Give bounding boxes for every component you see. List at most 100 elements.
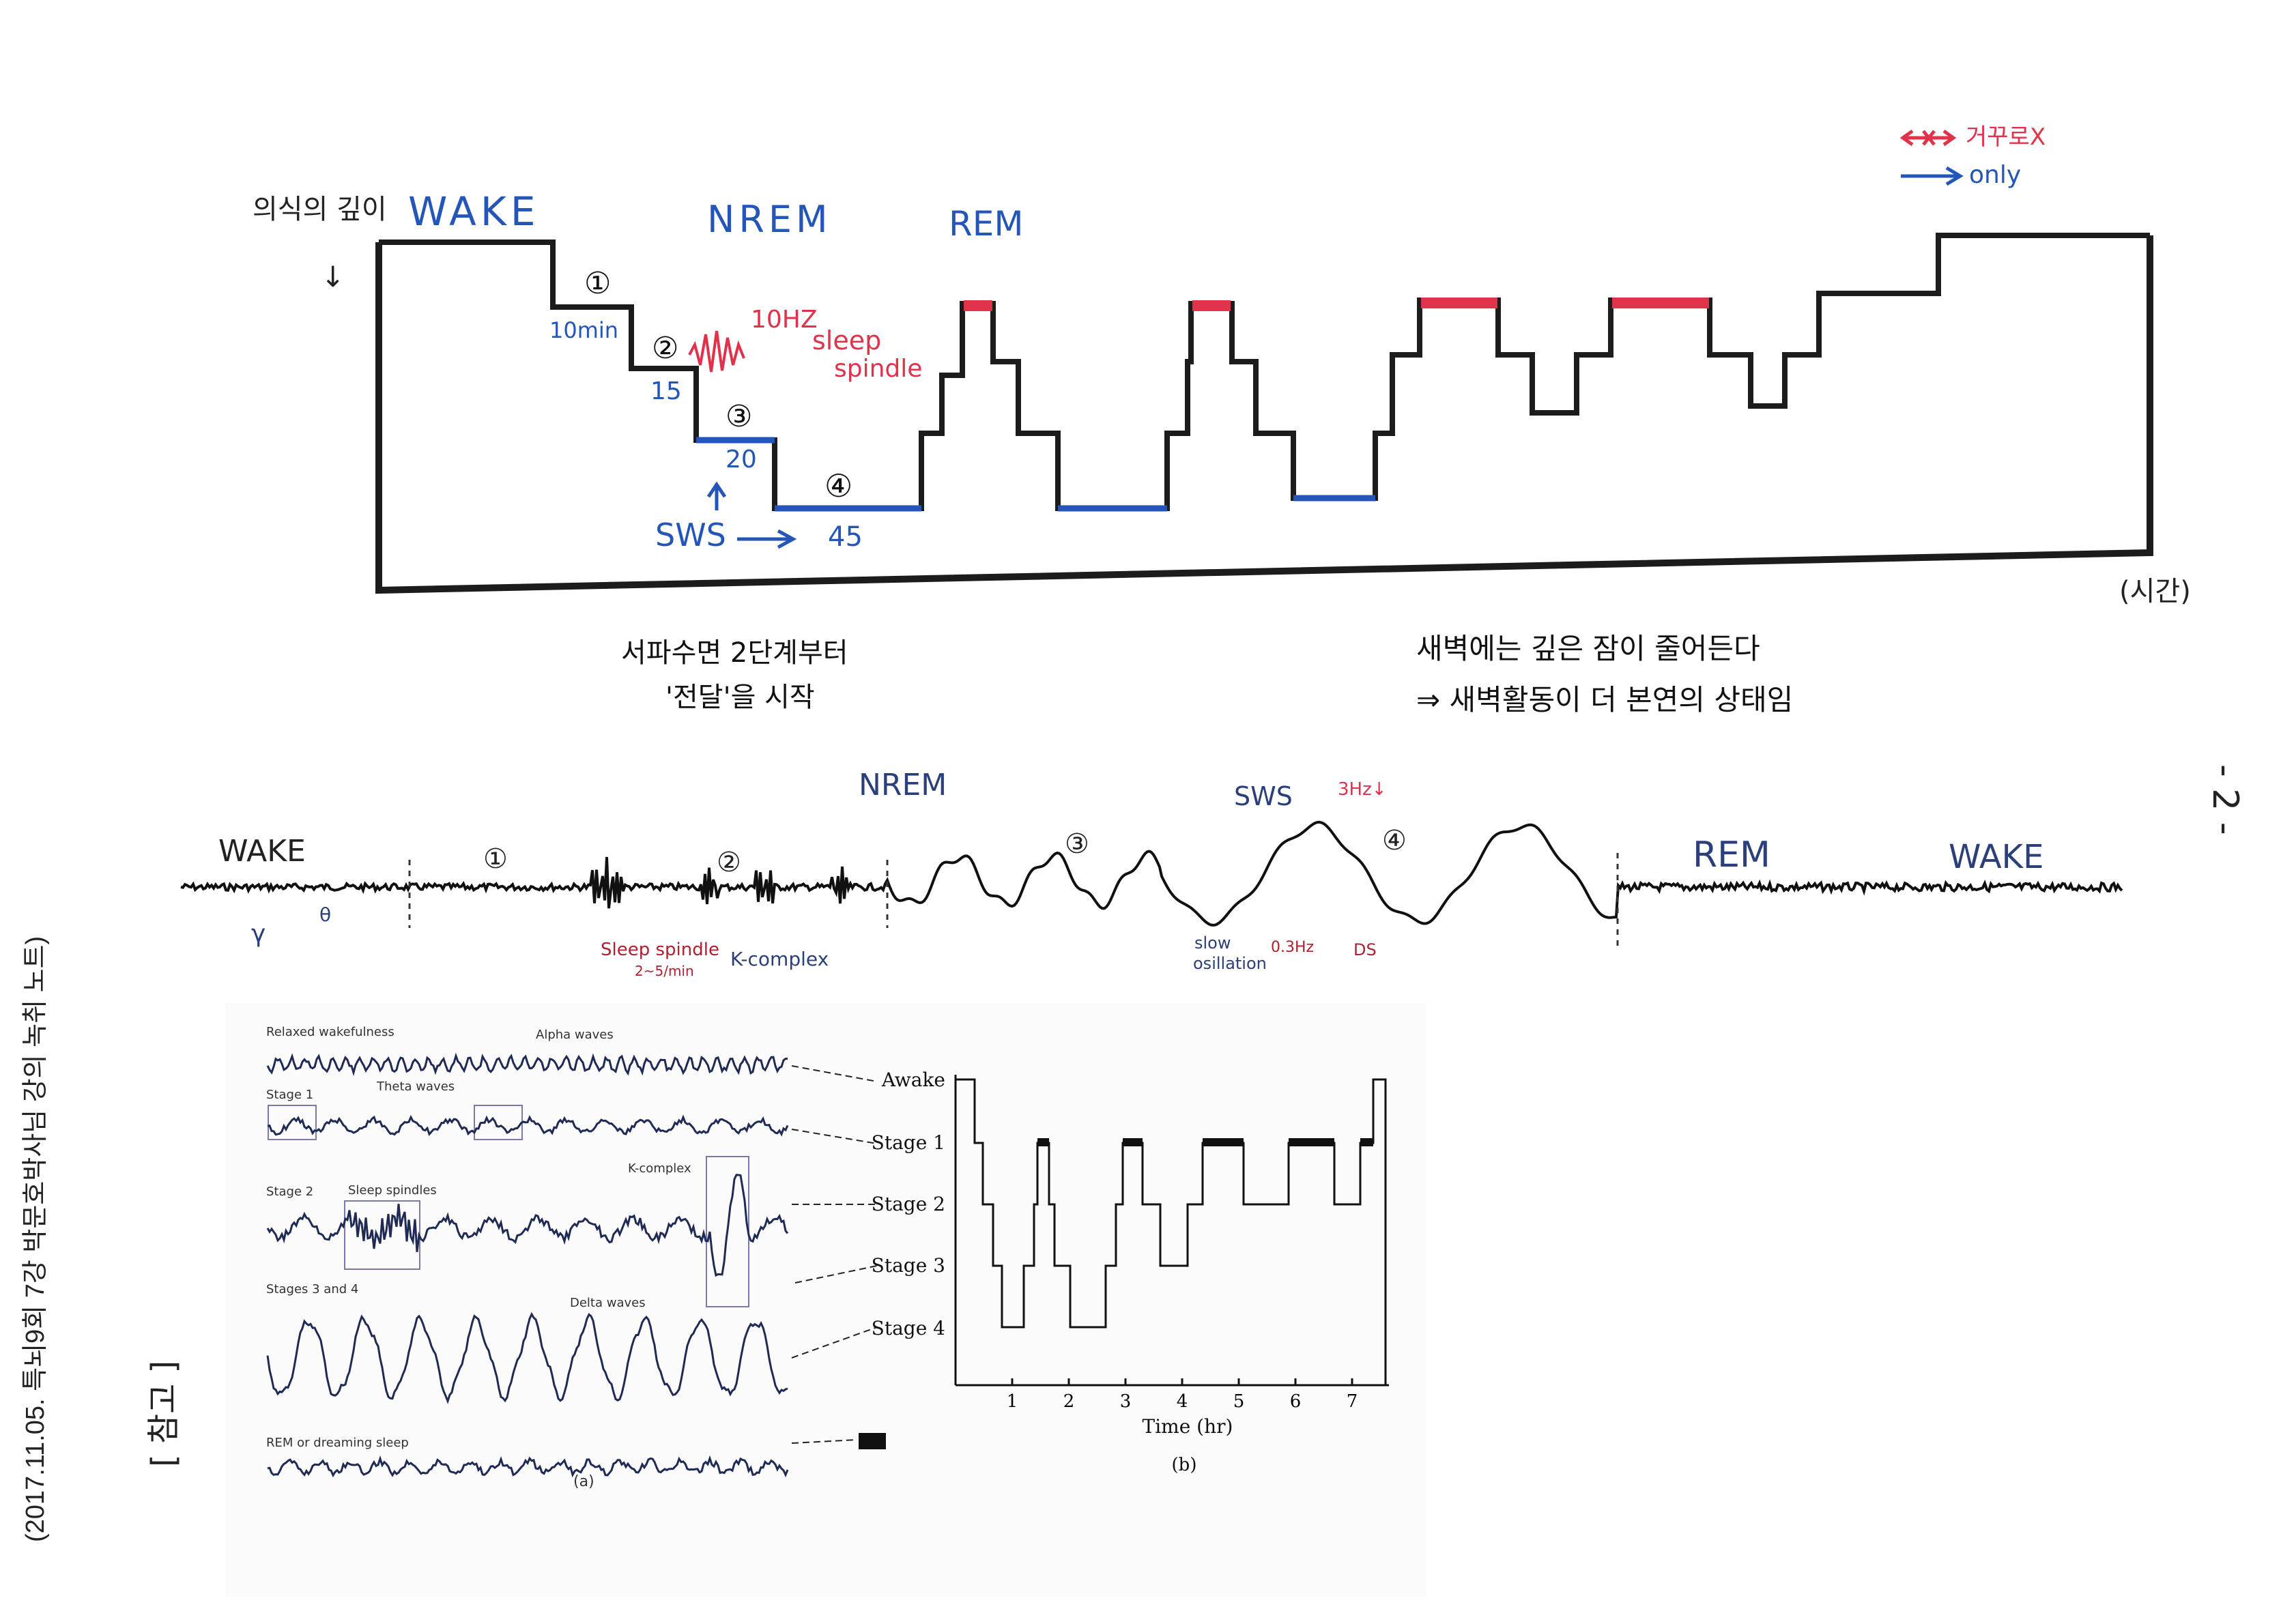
x-axis-label: (시간) <box>2119 576 2191 607</box>
eeg-mark-1: ① <box>483 843 508 875</box>
eeg-k-complex: K-complex <box>730 948 829 970</box>
rem-bar-1 <box>1037 1138 1049 1146</box>
eeg-label-nrem: NREM <box>859 768 947 802</box>
state-wake: WAKE <box>408 188 540 235</box>
connector-stage4 <box>791 1326 878 1359</box>
row-label-stage2: Stage 2 <box>266 1185 313 1199</box>
note-left-line1: 서파수면 2단계부터 <box>621 637 848 669</box>
stage-label-2: Stage 2 <box>872 1193 945 1215</box>
hypnogram-frame <box>375 235 2153 594</box>
stage-label-3: Stage 3 <box>872 1254 945 1277</box>
eeg-mark-3: ③ <box>1065 828 1089 860</box>
panel-a-caption: (a) <box>573 1473 594 1490</box>
eeg-sleep-spindle: Sleep spindle <box>601 940 719 960</box>
rem-bar-4 <box>1289 1138 1334 1146</box>
legend-arrow-icon <box>1901 166 1964 186</box>
eeg-label-rem: REM <box>1693 835 1770 875</box>
stage-label-awake: Awake <box>881 1069 945 1091</box>
connector-stage3 <box>794 1265 878 1284</box>
sws-label: SWS <box>655 517 726 553</box>
stage-mark-4: ④ <box>824 467 852 504</box>
legend-double-arrow-icon <box>1899 129 1957 147</box>
rem-bar-2 <box>1123 1138 1143 1146</box>
panel-b-trace <box>956 1078 1387 1385</box>
stage-label-1: Stage 1 <box>872 1131 945 1154</box>
sws-arrow-up-icon <box>706 481 727 510</box>
rem-block-1 <box>964 300 992 311</box>
spindle-label-1: sleep <box>812 325 881 356</box>
connector-rem <box>791 1439 857 1444</box>
legend-only-text: only <box>1969 161 2021 189</box>
eeg-label-wake-right: WAKE <box>1949 838 2043 876</box>
spindle-squiggle <box>688 330 745 373</box>
textbook-figure-background <box>225 1003 1426 1597</box>
wave-label-alpha: Alpha waves <box>536 1028 614 1042</box>
panel-b-x-ticks: 1 2 3 4 5 6 7 <box>1007 1378 1358 1412</box>
wave-stage2 <box>266 1174 789 1277</box>
rem-block-4 <box>1612 298 1709 308</box>
eeg-theta: θ <box>319 903 331 926</box>
duration-15: 15 <box>650 377 682 405</box>
eeg-mark-4: ④ <box>1382 825 1407 856</box>
eeg-sketch: NREM SWS 3Hz↓ WAKE ① ② ③ ④ REM WAKE γ θ … <box>180 768 2123 979</box>
state-nrem: NREM <box>707 198 832 241</box>
stage-mark-2: ② <box>652 331 678 366</box>
hypnogram-sketch: 의식의 깊이 ↓ WAKE NREM REM ① 10min ② 15 ③ 20… <box>253 124 2191 716</box>
row-label-stage1: Stage 1 <box>266 1088 313 1102</box>
rem-bar-3 <box>1203 1138 1244 1146</box>
eeg-spindle-rate: 2~5/min <box>635 963 694 979</box>
note-left-line2: '전달'을 시작 <box>665 682 815 713</box>
rem-block-2 <box>1192 300 1231 311</box>
note-right-line1: 새벽에는 깊은 잠이 줄어든다 <box>1416 632 1760 665</box>
rem-legend-swatch <box>859 1433 886 1449</box>
eeg-oscillation-label: osillation <box>1193 954 1267 973</box>
hypnogram-trace <box>379 233 2150 511</box>
stage-label-4: Stage 4 <box>872 1317 945 1339</box>
x-tick-label: 6 <box>1290 1391 1302 1412</box>
eeg-ds: DS <box>1353 940 1377 959</box>
wave-delta <box>266 1311 788 1404</box>
duration-10min: 10min <box>549 317 618 343</box>
page-number: - 2 - <box>2205 764 2245 835</box>
duration-20: 20 <box>726 446 757 474</box>
eeg-freq: 0.3Hz <box>1271 939 1314 956</box>
stage-mark-1: ① <box>584 266 611 301</box>
wave-label-delta: Delta waves <box>570 1296 646 1310</box>
eeg-label-sws: SWS <box>1234 781 1293 811</box>
eeg-gamma: γ <box>251 920 266 948</box>
y-axis-arrow-icon: ↓ <box>321 260 345 293</box>
panel-b-xlabel: Time (hr) <box>1143 1415 1233 1438</box>
row-label-rem: REM or dreaming sleep <box>266 1436 409 1450</box>
row-label-relaxed: Relaxed wakefulness <box>266 1025 394 1039</box>
wave-label-spindles: Sleep spindles <box>348 1183 437 1198</box>
textbook-figure: Relaxed wakefulness Alpha waves Stage 1 … <box>266 1025 1389 1490</box>
connector-awake <box>791 1065 878 1082</box>
wave-label-kcomplex: K-complex <box>628 1161 691 1176</box>
wave-rem <box>267 1455 789 1478</box>
eeg-hz-note: 3Hz↓ <box>1338 779 1387 800</box>
eeg-trace <box>180 820 2123 927</box>
x-tick-label: 5 <box>1233 1391 1245 1412</box>
eeg-slow-label: slow <box>1194 933 1231 953</box>
rem-block-3 <box>1421 298 1497 308</box>
wave-label-theta: Theta waves <box>376 1079 455 1094</box>
wave-alpha <box>266 1052 788 1077</box>
x-tick-label: 3 <box>1120 1391 1132 1412</box>
panel-b-caption: (b) <box>1172 1455 1197 1475</box>
sws-arrow-right-icon <box>737 529 797 549</box>
spindle-label-2: spindle <box>834 355 922 383</box>
x-tick-label: 1 <box>1007 1391 1018 1412</box>
x-tick-label: 2 <box>1063 1391 1075 1412</box>
rem-bar-5 <box>1360 1138 1373 1146</box>
x-tick-label: 4 <box>1177 1391 1188 1412</box>
eeg-label-wake-left: WAKE <box>218 834 306 869</box>
legend-reverse-text: 거꾸로X <box>1966 124 2046 151</box>
note-right-line2: ⇒ 새벽활동이 더 본연의 상태임 <box>1416 683 1793 716</box>
x-tick-label: 7 <box>1347 1391 1358 1412</box>
row-label-stage34: Stages 3 and 4 <box>266 1282 358 1296</box>
duration-45: 45 <box>828 521 863 553</box>
connector-stage1 <box>791 1129 878 1144</box>
y-axis-label: 의식의 깊이 <box>253 194 387 225</box>
wave-theta <box>267 1114 789 1137</box>
